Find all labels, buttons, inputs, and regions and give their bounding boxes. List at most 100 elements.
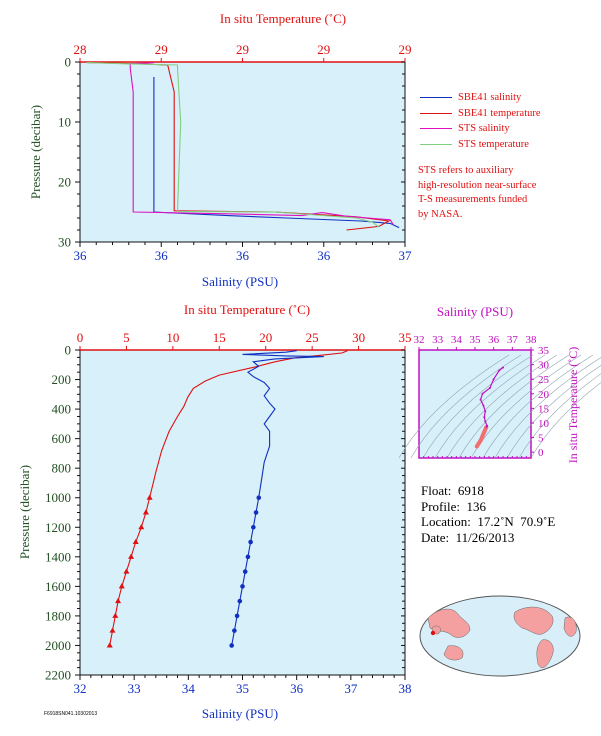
inset-salinity-tick-label: 35 bbox=[470, 334, 482, 346]
pressure-tick-label: 400 bbox=[52, 402, 72, 417]
temp-tick-label: 29 bbox=[399, 42, 412, 57]
salinity-tick-label: 37 bbox=[344, 681, 358, 696]
salinity-marker bbox=[242, 569, 248, 574]
pressure-tick-label: 1200 bbox=[45, 520, 71, 535]
bottom-panel: 0 5 10 15 20 25 30 35 32 33 34 35 36 37 38 0 200 400 600 80… bbox=[17, 302, 412, 721]
map-land-africa bbox=[563, 616, 577, 637]
inset-salinity-axis-title: Salinity (PSU) bbox=[437, 304, 513, 319]
ts-segment bbox=[482, 404, 486, 412]
float-id: Float: 6918 bbox=[421, 483, 484, 498]
salinity-tick-label: 36 bbox=[290, 681, 304, 696]
ts-segment bbox=[489, 378, 495, 389]
pressure-tick-label: 30 bbox=[58, 235, 71, 250]
bottom-temp-axis-title: In situ Temperature (˚C) bbox=[184, 302, 310, 317]
temp-tick-label: 30 bbox=[352, 330, 365, 345]
bottom-salinity-axis-title: Salinity (PSU) bbox=[202, 706, 278, 721]
salinity-tick-label: 37 bbox=[399, 248, 413, 263]
pressure-tick-label: 2200 bbox=[45, 668, 71, 683]
ts-point bbox=[502, 366, 504, 369]
world-map-inset bbox=[419, 595, 581, 677]
legend-label: STS temperature bbox=[458, 138, 529, 150]
ts-segment bbox=[481, 387, 491, 395]
pressure-tick-label: 600 bbox=[52, 431, 72, 446]
density-contour bbox=[482, 354, 594, 459]
legend-swatch bbox=[420, 112, 452, 114]
temperature-marker bbox=[112, 612, 119, 618]
legend-label: SBE41 temperature bbox=[458, 107, 541, 119]
density-contour bbox=[398, 354, 510, 459]
map-land-australia bbox=[443, 645, 464, 661]
legend-swatch bbox=[420, 97, 452, 98]
map-float-marker bbox=[430, 630, 436, 636]
pressure-tick-label: 1000 bbox=[45, 490, 71, 505]
temperature-marker bbox=[109, 627, 116, 633]
salinity-marker bbox=[251, 524, 256, 530]
salinity-tick-label: 36 bbox=[317, 248, 331, 263]
legend-item-sbe41-salinity: SBE41 salinity bbox=[418, 90, 541, 106]
salinity-tick-label: 34 bbox=[182, 681, 196, 696]
inset-temp-axis-title: In situ Temperature (˚C) bbox=[566, 347, 580, 464]
bottom-plot-area bbox=[79, 349, 406, 676]
map-land-south-america bbox=[536, 639, 554, 668]
salinity-marker bbox=[256, 495, 262, 501]
temp-tick-label: 29 bbox=[155, 42, 168, 57]
ts-segment bbox=[480, 399, 484, 407]
temperature-marker bbox=[128, 553, 135, 559]
salinity-marker bbox=[253, 510, 259, 515]
note-line: STS refers to auxiliary bbox=[418, 165, 514, 176]
series-line-sal bbox=[231, 350, 324, 646]
footer-id: F6918SN041.10302013 bbox=[44, 711, 98, 717]
salinity-marker bbox=[234, 613, 240, 619]
salinity-marker bbox=[248, 539, 253, 545]
ts-inset-panel: 32 33 34 35 36 37 38 0 5 10 15 20 25 30 35 Salinity (P… bbox=[398, 304, 601, 464]
top-salinity-axis-title: Salinity (PSU) bbox=[202, 274, 278, 289]
note-line: T-S measurements funded bbox=[418, 194, 528, 205]
inset-temp-tick-label: 35 bbox=[538, 345, 550, 357]
pressure-tick-label: 20 bbox=[58, 175, 71, 190]
inset-temp-tick-label: 0 bbox=[538, 447, 544, 459]
salinity-tick-label: 33 bbox=[128, 681, 141, 696]
top-plot-area bbox=[79, 61, 406, 243]
salinity-marker bbox=[245, 554, 251, 560]
temp-tick-label: 25 bbox=[306, 330, 319, 345]
density-contour bbox=[530, 382, 601, 459]
top-pressure-axis-title: Pressure (decibar) bbox=[28, 105, 43, 199]
pressure-tick-label: 800 bbox=[52, 461, 72, 476]
salinity-marker bbox=[229, 643, 234, 648]
note-line: by NASA. bbox=[418, 208, 463, 220]
ts-inset-area bbox=[418, 349, 532, 459]
salinity-tick-label: 36 bbox=[74, 248, 88, 263]
inset-temp-tick-label: 25 bbox=[538, 374, 550, 386]
salinity-tick-label: 35 bbox=[236, 681, 249, 696]
temp-tick-label: 15 bbox=[213, 330, 226, 345]
legend-swatch bbox=[420, 143, 452, 145]
temp-tick-label: 0 bbox=[77, 330, 84, 345]
series-line-temp bbox=[109, 350, 348, 646]
temp-tick-label: 20 bbox=[259, 330, 272, 345]
inset-salinity-tick-label: 36 bbox=[488, 334, 500, 346]
legend-item-sbe41-temperature: SBE41 temperature bbox=[418, 106, 541, 122]
map-ocean bbox=[419, 595, 581, 677]
temperature-marker bbox=[106, 642, 113, 648]
temp-tick-label: 28 bbox=[74, 42, 87, 57]
temp-tick-label: 5 bbox=[123, 330, 130, 345]
temp-tick-label: 29 bbox=[317, 42, 330, 57]
temperature-marker bbox=[142, 509, 149, 515]
float-info: Float: 6918 Profile: 136 Location: 17.2˚… bbox=[421, 483, 555, 545]
density-contour bbox=[422, 354, 534, 459]
inset-salinity-tick-label: 32 bbox=[414, 334, 425, 346]
inset-salinity-tick-label: 37 bbox=[507, 334, 519, 346]
pressure-tick-label: 0 bbox=[65, 343, 72, 358]
inset-salinity-tick-label: 33 bbox=[432, 334, 444, 346]
inset-temp-tick-label: 5 bbox=[538, 433, 544, 445]
sts-note: STS refers to auxiliary high-resolution … bbox=[418, 164, 536, 222]
bottom-pressure-axis-title: Pressure (decibar) bbox=[17, 465, 32, 559]
inset-temp-tick-label: 20 bbox=[538, 389, 550, 401]
temp-tick-label: 29 bbox=[236, 42, 249, 57]
temperature-marker bbox=[132, 538, 139, 545]
series-line-sal bbox=[129, 62, 394, 225]
density-contour bbox=[518, 373, 601, 459]
date: Date: 11/26/2013 bbox=[421, 529, 515, 545]
inset-temp-tick-label: 10 bbox=[538, 418, 550, 430]
pressure-tick-label: 10 bbox=[58, 115, 71, 130]
